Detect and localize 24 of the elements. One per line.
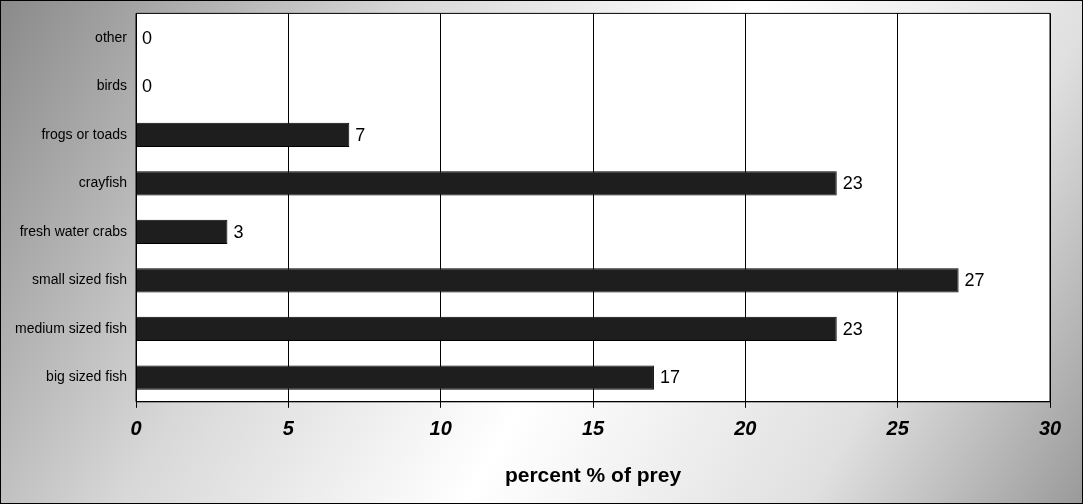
y-tick-label: birds bbox=[96, 77, 128, 94]
data-label: 7 bbox=[355, 124, 366, 145]
data-label: 0 bbox=[142, 27, 153, 48]
x-axis-title: percent % of prey bbox=[504, 463, 682, 487]
x-tick-label: 20 bbox=[733, 417, 757, 440]
x-tick-label: 0 bbox=[130, 417, 142, 440]
x-tick-label: 15 bbox=[581, 417, 606, 440]
x-tick-label: 5 bbox=[282, 417, 295, 440]
y-tick-label: fresh water crabs bbox=[19, 222, 128, 239]
y-tick-label: medium sized fish bbox=[14, 319, 128, 336]
data-label: 23 bbox=[842, 173, 863, 194]
data-label: 3 bbox=[233, 221, 244, 242]
x-tick-label: 10 bbox=[429, 417, 452, 440]
data-label: 23 bbox=[842, 318, 863, 339]
x-tick-label: 25 bbox=[885, 417, 910, 440]
y-tick-label: small sized fish bbox=[32, 271, 128, 288]
y-tick-label: other bbox=[95, 28, 128, 45]
data-label: 0 bbox=[142, 76, 153, 97]
data-label: 17 bbox=[659, 367, 680, 388]
x-tick-label: 30 bbox=[1038, 417, 1062, 440]
y-tick-label: crayfish bbox=[78, 174, 128, 191]
y-tick-label: big sized fish bbox=[46, 368, 128, 385]
data-label: 27 bbox=[964, 270, 985, 291]
y-tick-label: frogs or toads bbox=[41, 125, 128, 142]
